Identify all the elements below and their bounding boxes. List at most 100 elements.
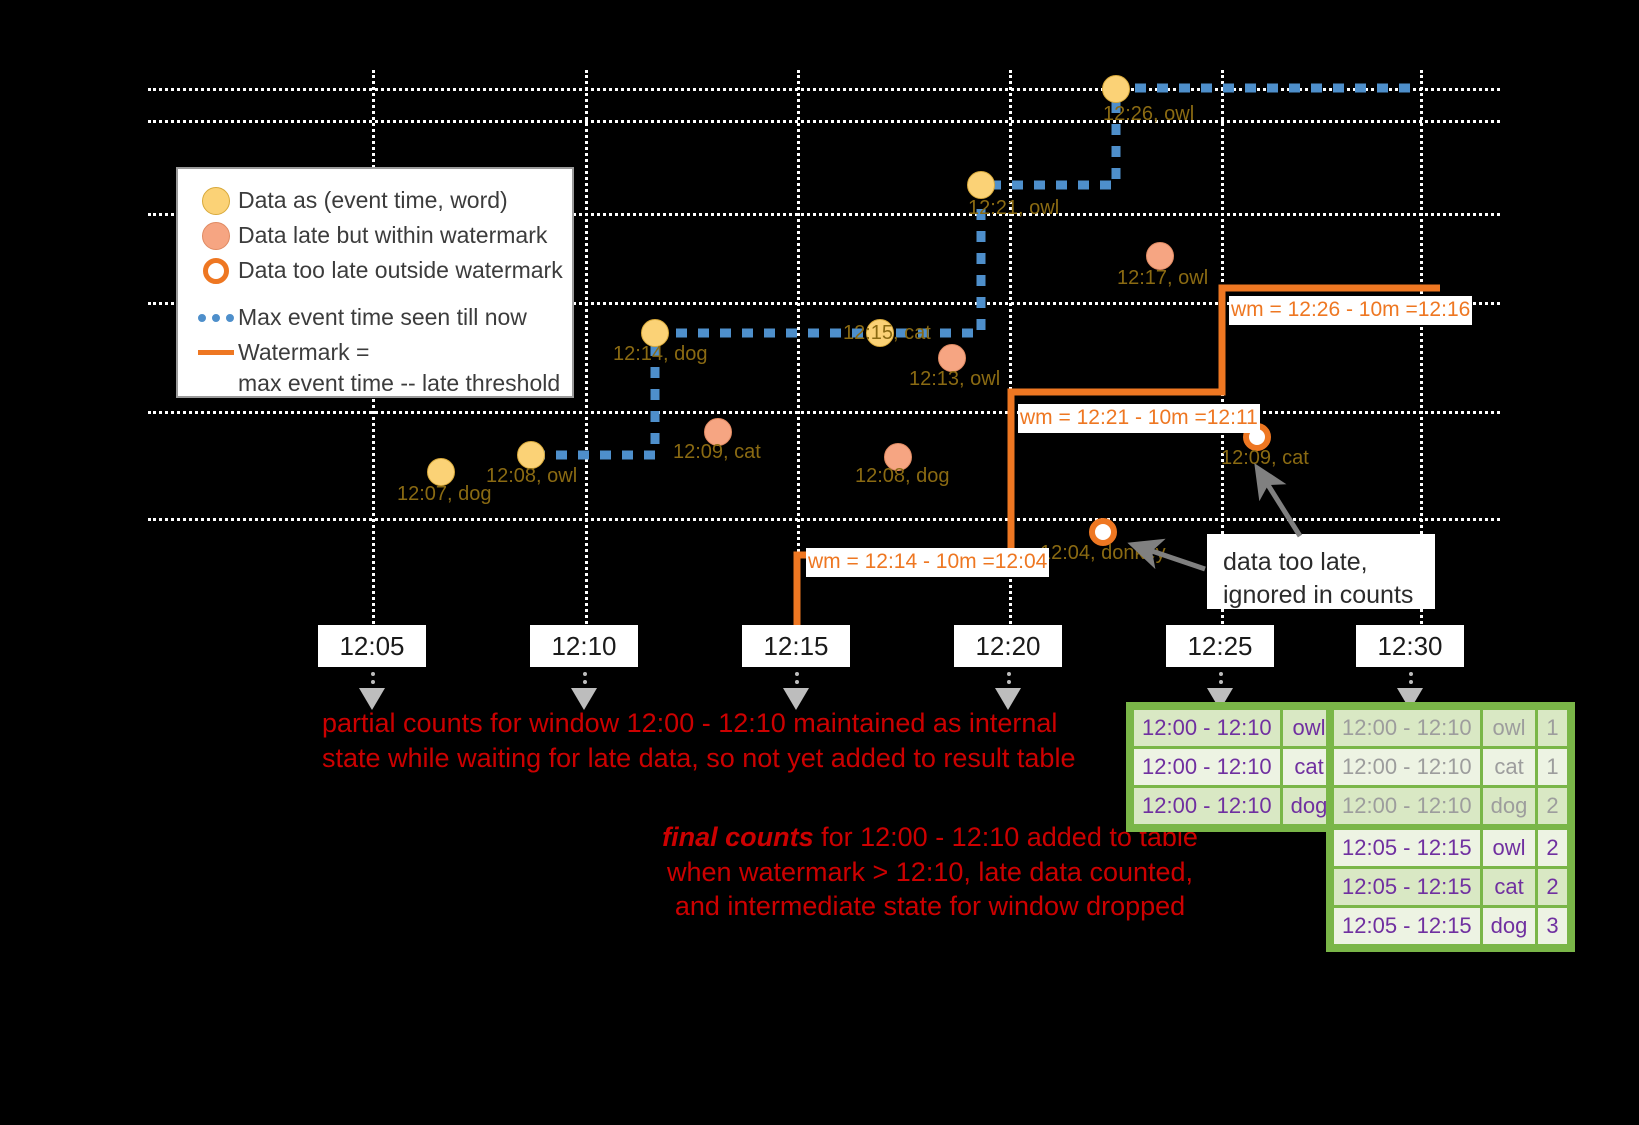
table-row: 12:05 - 12:15 dog 3 xyxy=(1334,908,1567,944)
watermark-label: wm = 12:21 - 10m =12:11 xyxy=(1018,404,1260,433)
filled-yellow-circle-icon xyxy=(194,186,238,215)
axis-tick-label: 12:10 xyxy=(530,625,638,667)
cell-word: dog xyxy=(1482,908,1536,944)
axis-arrow-stem xyxy=(1007,672,1011,692)
data-point-ontime[interactable] xyxy=(427,458,455,486)
axis-arrow-stem xyxy=(1219,672,1223,692)
annotation-partial-line-2: state while waiting for late data, so no… xyxy=(322,742,1076,773)
axis-tick-label: 12:25 xyxy=(1166,625,1274,667)
legend-label: Data as (event time, word) xyxy=(238,187,508,213)
cell-window: 12:00 - 12:10 xyxy=(1334,788,1480,827)
cell-word: cat xyxy=(1482,749,1536,785)
axis-arrow-stem xyxy=(371,672,375,692)
cell-window: 12:05 - 12:15 xyxy=(1334,908,1480,944)
axis-arrow-head xyxy=(783,688,809,710)
annotation-final-line-3: and intermediate state for window droppe… xyxy=(674,891,1186,922)
data-point-label: 12:07, dog xyxy=(397,483,492,505)
data-point-label: 12:15, cat xyxy=(843,322,931,344)
axis-tick-label: 12:15 xyxy=(742,625,850,667)
data-point-label: 12:04, donkey xyxy=(1040,542,1166,564)
data-point-ontime[interactable] xyxy=(1102,75,1130,103)
annotation-partial-line-1: partial counts for window 12:00 - 12:10 … xyxy=(322,708,1058,738)
cell-window: 12:00 - 12:10 xyxy=(1134,710,1280,746)
data-point-label: 12:08, dog xyxy=(855,465,950,487)
data-point-label: 12:17, owl xyxy=(1117,267,1209,289)
legend: Data as (event time, word) Data late but… xyxy=(176,167,574,398)
data-point-ontime[interactable] xyxy=(641,319,669,347)
cell-window: 12:00 - 12:10 xyxy=(1334,710,1480,746)
cell-count: 2 xyxy=(1538,788,1567,827)
cell-window: 12:00 - 12:10 xyxy=(1334,749,1480,785)
legend-row: Data as (event time, word) xyxy=(194,183,556,218)
legend-row: Watermark = xyxy=(194,335,556,370)
axis-arrow-head xyxy=(359,688,385,710)
cell-window: 12:05 - 12:15 xyxy=(1334,869,1480,905)
watermark-label: wm = 12:14 - 10m =12:04 xyxy=(806,548,1050,577)
cell-word: owl xyxy=(1482,830,1536,866)
watermark-label: wm = 12:26 - 10m =12:16 xyxy=(1229,296,1473,325)
axis-tick-label: 12:20 xyxy=(954,625,1062,667)
callout-line-1: data too late, xyxy=(1223,548,1368,576)
grid-line-horizontal xyxy=(148,518,1500,521)
data-point-label: 12:13, owl xyxy=(909,368,1001,390)
data-point-ontime[interactable] xyxy=(866,319,894,347)
grid-line-vertical xyxy=(1009,70,1012,630)
callout-line-2: ignored in counts xyxy=(1223,580,1414,609)
legend-row: Data late but within watermark xyxy=(194,218,556,253)
data-point-too-late[interactable] xyxy=(1089,518,1117,546)
legend-label: Watermark = xyxy=(238,339,370,365)
axis-arrow-head xyxy=(995,688,1021,710)
annotation-final-line-1: final counts for 12:00 - 12:10 added to … xyxy=(660,820,1200,855)
data-point-ontime[interactable] xyxy=(517,441,545,469)
data-point-label: 12:09, cat xyxy=(1221,447,1309,469)
blue-dotted-line-icon xyxy=(194,313,238,322)
cell-count: 3 xyxy=(1538,908,1567,944)
annotation-final-line-2: when watermark > 12:10, late data counte… xyxy=(666,856,1194,887)
cell-word: cat xyxy=(1482,869,1536,905)
result-table-at-1230: 12:00 - 12:10 owl 1 12:00 - 12:10 cat 1 12:00 … xyxy=(1326,702,1575,952)
axis-tick-label: 12:30 xyxy=(1356,625,1464,667)
grid-line-horizontal xyxy=(148,88,1500,91)
data-point-late[interactable] xyxy=(1146,242,1174,270)
axis-arrow-head xyxy=(571,688,597,710)
cell-window: 12:05 - 12:15 xyxy=(1334,830,1480,866)
axis-arrow-stem xyxy=(1409,672,1413,692)
data-point-label: 12:26, owl xyxy=(1103,103,1195,125)
data-point-late[interactable] xyxy=(938,344,966,372)
axis-arrow-stem xyxy=(583,672,587,692)
legend-label: Data late but within watermark xyxy=(238,222,548,248)
cell-word: owl xyxy=(1282,710,1336,746)
legend-row: Max event time seen till now xyxy=(194,300,556,335)
annotation-final-counts: final counts for 12:00 - 12:10 added to … xyxy=(660,820,1200,924)
cell-count: 1 xyxy=(1538,710,1567,746)
filled-orange-circle-icon xyxy=(194,221,238,250)
axis-arrow-stem xyxy=(795,672,799,692)
data-point-ontime[interactable] xyxy=(967,171,995,199)
data-point-late[interactable] xyxy=(884,443,912,471)
legend-label: Data too late outside watermark xyxy=(238,257,563,283)
legend-spacer xyxy=(194,288,556,300)
data-point-label: 12:08, owl xyxy=(486,465,578,487)
grid-line-horizontal xyxy=(148,120,1500,123)
legend-row: Data too late outside watermark xyxy=(194,253,563,288)
cell-word: dog xyxy=(1482,788,1536,827)
cell-window: 12:00 - 12:10 xyxy=(1134,749,1280,785)
data-point-label: 12:09, cat xyxy=(673,441,761,463)
annotation-final-lead: final counts xyxy=(662,822,814,852)
legend-label: Max event time seen till now xyxy=(238,304,527,330)
data-point-late[interactable] xyxy=(704,418,732,446)
hollow-orange-circle-icon xyxy=(194,257,238,284)
grid-line-horizontal xyxy=(148,411,1500,414)
data-point-label: 12:14, dog xyxy=(613,343,708,365)
table-row: 12:05 - 12:15 owl 2 xyxy=(1334,830,1567,866)
annotation-partial-counts: partial counts for window 12:00 - 12:10 … xyxy=(322,706,1076,775)
data-point-label: 12:21, owl xyxy=(968,197,1060,219)
cell-count: 1 xyxy=(1538,749,1567,785)
cell-word: owl xyxy=(1482,710,1536,746)
grid-line-vertical xyxy=(585,70,588,630)
cell-count: 2 xyxy=(1538,869,1567,905)
